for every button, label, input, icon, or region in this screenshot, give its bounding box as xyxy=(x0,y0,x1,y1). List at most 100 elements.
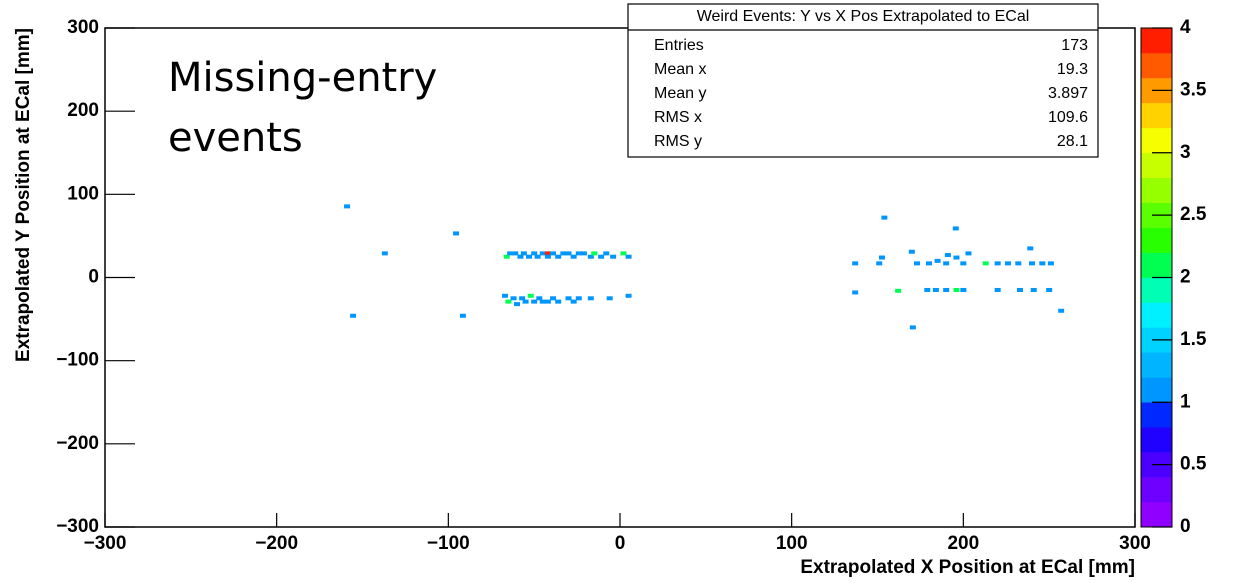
y-tick-label: 0 xyxy=(88,267,99,288)
cell xyxy=(881,215,888,220)
cell xyxy=(994,261,1001,266)
cell xyxy=(575,296,582,301)
stats-title: Weird Events: Y vs X Pos Extrapolated to… xyxy=(697,8,1030,25)
cell xyxy=(1039,261,1046,266)
z-tick-label: 0.5 xyxy=(1180,454,1207,475)
z-tick-label: 2.5 xyxy=(1180,204,1207,225)
stats-value: 19.3 xyxy=(1057,61,1088,78)
x-tick-label: −200 xyxy=(255,533,298,554)
cell xyxy=(1016,287,1023,292)
stats-label: Mean y xyxy=(654,85,706,102)
cell xyxy=(1058,308,1065,313)
cell xyxy=(536,296,543,301)
cell xyxy=(550,251,557,256)
cell xyxy=(1027,246,1034,251)
z-tick-label: 3 xyxy=(1180,142,1191,163)
cell xyxy=(381,251,388,256)
cell xyxy=(895,288,902,293)
cell xyxy=(913,261,920,266)
cell xyxy=(943,287,950,292)
palette-swatch xyxy=(1141,52,1172,79)
cell xyxy=(512,251,519,256)
cell xyxy=(453,231,460,236)
cell xyxy=(544,299,551,304)
cell xyxy=(852,290,859,295)
cell xyxy=(620,251,627,256)
cell xyxy=(580,251,587,256)
cell xyxy=(908,249,915,254)
cell xyxy=(587,296,594,301)
stats-value: 28.1 xyxy=(1057,133,1088,150)
y-tick-label: −200 xyxy=(56,433,99,454)
palette-swatch xyxy=(1141,227,1172,253)
palette-swatch xyxy=(1141,28,1172,54)
cell xyxy=(1047,261,1054,266)
stats-value: 173 xyxy=(1061,37,1088,54)
cell xyxy=(544,251,551,256)
cell xyxy=(520,251,527,256)
z-tick-label: 3.5 xyxy=(1180,79,1207,100)
cell xyxy=(591,251,598,256)
cell xyxy=(503,254,510,259)
z-tick-label: 0 xyxy=(1180,516,1191,537)
x-tick-label: −100 xyxy=(427,533,470,554)
palette-swatch xyxy=(1141,502,1172,528)
y-tick-label: 300 xyxy=(67,17,99,38)
palette-swatch xyxy=(1141,352,1172,378)
cell xyxy=(878,255,885,260)
z-tick-label: 1.5 xyxy=(1180,329,1207,350)
cell xyxy=(1046,287,1053,292)
y-tick-label: 200 xyxy=(67,100,99,121)
palette-swatch xyxy=(1141,277,1172,303)
cell xyxy=(965,251,972,256)
cell xyxy=(510,296,517,301)
cell xyxy=(876,261,883,266)
cell xyxy=(606,296,613,301)
y-tick-label: 100 xyxy=(67,183,99,204)
cell xyxy=(534,254,541,259)
cell xyxy=(550,296,557,301)
cell xyxy=(960,287,967,292)
cell xyxy=(527,293,534,298)
z-tick-label: 4 xyxy=(1180,17,1191,38)
cell xyxy=(539,299,546,304)
y-tick-label: −100 xyxy=(56,350,99,371)
cell xyxy=(507,251,514,256)
cell xyxy=(953,255,960,260)
cell xyxy=(505,299,512,304)
cell xyxy=(531,299,538,304)
cell xyxy=(560,251,567,256)
cell xyxy=(555,254,562,259)
stats-label: Mean x xyxy=(654,61,706,78)
cell xyxy=(932,287,939,292)
cell xyxy=(517,254,524,259)
cell xyxy=(852,261,859,266)
x-tick-label: −300 xyxy=(84,533,127,554)
cell xyxy=(982,261,989,266)
z-tick-label: 1 xyxy=(1180,391,1191,412)
x-axis-label: Extrapolated X Position at ECal [mm] xyxy=(800,557,1135,578)
cell xyxy=(1030,287,1037,292)
palette-swatch xyxy=(1141,152,1172,178)
stats-label: Entries xyxy=(654,37,704,54)
stats-box: Weird Events: Y vs X Pos Extrapolated to… xyxy=(627,3,1099,158)
cell xyxy=(587,254,594,259)
cell xyxy=(344,204,351,209)
cell xyxy=(952,226,959,231)
cell xyxy=(598,254,605,259)
cell xyxy=(522,299,529,304)
y-tick-label: −300 xyxy=(56,516,99,537)
cell xyxy=(944,253,951,258)
cell xyxy=(539,251,546,256)
palette-swatch xyxy=(1141,377,1172,403)
palette-swatch xyxy=(1141,302,1172,328)
palette-swatch xyxy=(1141,102,1172,129)
palette-swatch xyxy=(1141,427,1172,453)
x-tick-label: 100 xyxy=(776,533,808,554)
cell xyxy=(570,254,577,259)
cell xyxy=(514,302,520,307)
x-tick-label: 300 xyxy=(1119,533,1151,554)
cell xyxy=(501,293,508,298)
cell xyxy=(565,251,572,256)
